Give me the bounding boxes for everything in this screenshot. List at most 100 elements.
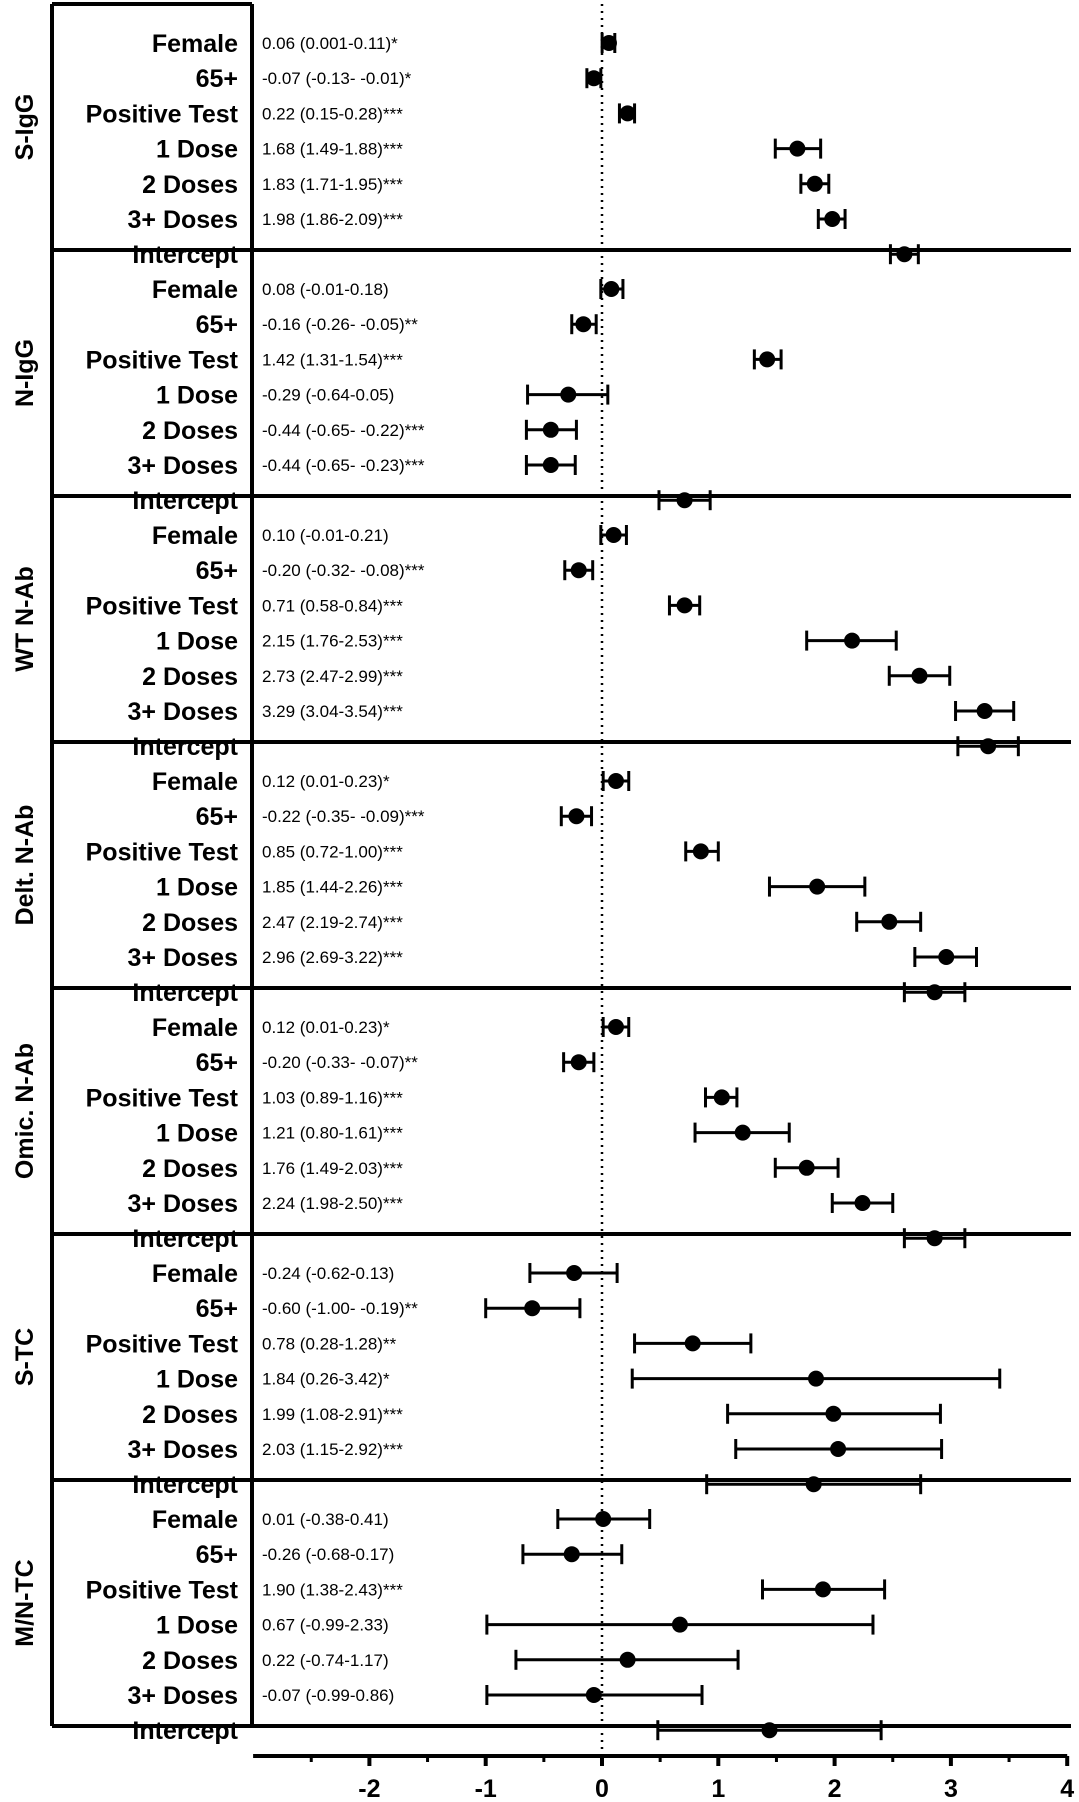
estimate-label: -0.24 (-0.62-0.13): [262, 1264, 394, 1283]
estimate-label: 3.29 (3.04-3.54)***: [262, 702, 403, 721]
row-label: 1 Dose: [156, 1120, 238, 1148]
estimate-label: 1.21 (0.80-1.61)***: [262, 1124, 403, 1143]
estimate-label: 0.67 (-0.99-2.33): [262, 1616, 389, 1635]
row-label: 65+: [196, 1295, 238, 1323]
row-label: Intercept: [132, 979, 238, 1007]
row-label: Female: [152, 1014, 238, 1042]
estimate-point: [607, 773, 624, 789]
estimate-label: 2.15 (1.76-2.53)***: [262, 632, 403, 651]
estimate-point: [938, 949, 955, 965]
x-tick-label: 0: [595, 1775, 609, 1802]
row-label: 1 Dose: [156, 628, 238, 656]
row-label: 65+: [196, 1541, 238, 1569]
row-label: Intercept: [132, 1225, 238, 1253]
row-label: 65+: [196, 311, 238, 339]
row-label: Intercept: [132, 241, 238, 269]
x-tick-label: -1: [475, 1775, 497, 1802]
estimate-label: 0.22 (0.15-0.28)***: [262, 104, 403, 123]
row-label: 1 Dose: [156, 136, 238, 164]
row-label: 3+ Doses: [128, 698, 239, 726]
estimate-point: [603, 281, 620, 297]
row-label: Intercept: [132, 487, 238, 515]
row-label: Positive Test: [86, 838, 239, 866]
row-label: Positive Test: [86, 1576, 239, 1604]
estimate-label: -0.29 (-0.64-0.05): [262, 386, 394, 405]
estimate-point: [926, 984, 943, 1001]
estimate-label: 1.76 (1.49-2.03)***: [262, 1159, 403, 1178]
estimate-point: [563, 1546, 580, 1563]
panel-label: Omic. N-Ab: [11, 1043, 39, 1179]
x-tick-label: -2: [358, 1775, 380, 1802]
row-label: 65+: [196, 65, 238, 93]
row-label: Intercept: [132, 733, 238, 761]
row-label: 3+ Doses: [128, 452, 239, 480]
estimate-label: 0.08 (-0.01-0.18): [262, 280, 389, 299]
estimate-label: 2.03 (1.15-2.92)***: [262, 1440, 403, 1459]
estimate-label: 2.73 (2.47-2.99)***: [262, 667, 403, 686]
estimate-point: [713, 1089, 730, 1106]
estimate-point: [595, 1511, 612, 1527]
estimate-label: -0.44 (-0.65- -0.23)***: [262, 456, 425, 475]
estimate-label: -0.20 (-0.32- -0.08)***: [262, 561, 425, 580]
estimate-point: [976, 703, 993, 719]
row-label: Female: [152, 30, 238, 58]
row-label: Female: [152, 768, 238, 796]
estimate-point: [542, 421, 559, 438]
row-label: Female: [152, 1260, 238, 1288]
row-label: Positive Test: [86, 1330, 239, 1358]
panel-label: M/N-TC: [11, 1559, 39, 1646]
estimate-point: [566, 1265, 583, 1281]
row-label: 1 Dose: [156, 874, 238, 902]
estimate-point: [926, 1230, 943, 1247]
estimate-point: [798, 1159, 815, 1176]
estimate-label: -0.07 (-0.99-0.86): [262, 1686, 394, 1705]
estimate-point: [759, 351, 776, 368]
estimate-point: [676, 597, 693, 614]
row-label: 2 Doses: [142, 1647, 238, 1675]
estimate-label: 1.68 (1.49-1.88)***: [262, 140, 403, 159]
estimate-label: -0.60 (-1.00- -0.19)**: [262, 1299, 418, 1318]
estimate-point: [619, 1651, 636, 1668]
row-label: 1 Dose: [156, 1612, 238, 1640]
row-label: Intercept: [132, 1471, 238, 1499]
row-label: Intercept: [132, 1717, 238, 1745]
estimate-point: [605, 527, 622, 543]
estimate-point: [560, 386, 577, 403]
estimate-label: 1.90 (1.38-2.43)***: [262, 1580, 403, 1599]
x-tick-label: 4: [1060, 1775, 1074, 1802]
estimate-point: [524, 1300, 541, 1317]
estimate-point: [854, 1195, 871, 1211]
row-label: 2 Doses: [142, 663, 238, 691]
estimate-point: [585, 1687, 602, 1703]
estimate-label: 2.96 (2.69-3.22)***: [262, 948, 403, 967]
estimate-point: [825, 1405, 842, 1422]
estimate-point: [824, 211, 841, 227]
row-label: 3+ Doses: [128, 1190, 239, 1218]
row-label: 65+: [196, 557, 238, 585]
row-label: 65+: [196, 1049, 238, 1077]
estimate-label: -0.22 (-0.35- -0.09)***: [262, 807, 425, 826]
estimate-point: [619, 105, 636, 122]
estimate-point: [806, 175, 823, 192]
estimate-label: 0.01 (-0.38-0.41): [262, 1510, 389, 1529]
estimate-point: [809, 878, 826, 895]
row-label: 2 Doses: [142, 1155, 238, 1183]
estimate-label: -0.20 (-0.33- -0.07)**: [262, 1053, 418, 1072]
row-label: 2 Doses: [142, 909, 238, 937]
panel-label: Delt. N-Ab: [11, 805, 39, 926]
estimate-label: 1.84 (0.26-3.42)*: [262, 1370, 390, 1389]
estimate-point: [881, 913, 898, 930]
x-tick-label: 2: [828, 1775, 842, 1802]
estimate-label: 1.99 (1.08-2.91)***: [262, 1405, 403, 1424]
x-tick-label: 3: [944, 1775, 958, 1802]
x-tick-label: 1: [711, 1775, 725, 1802]
estimate-label: 1.03 (0.89-1.16)***: [262, 1088, 403, 1107]
estimate-point: [807, 1370, 824, 1387]
estimate-label: 2.47 (2.19-2.74)***: [262, 913, 403, 932]
estimate-point: [911, 667, 928, 684]
estimate-point: [585, 70, 602, 87]
estimate-point: [830, 1441, 847, 1457]
estimate-point: [570, 1054, 587, 1071]
row-label: 3+ Doses: [128, 944, 239, 972]
row-label: 1 Dose: [156, 382, 238, 410]
